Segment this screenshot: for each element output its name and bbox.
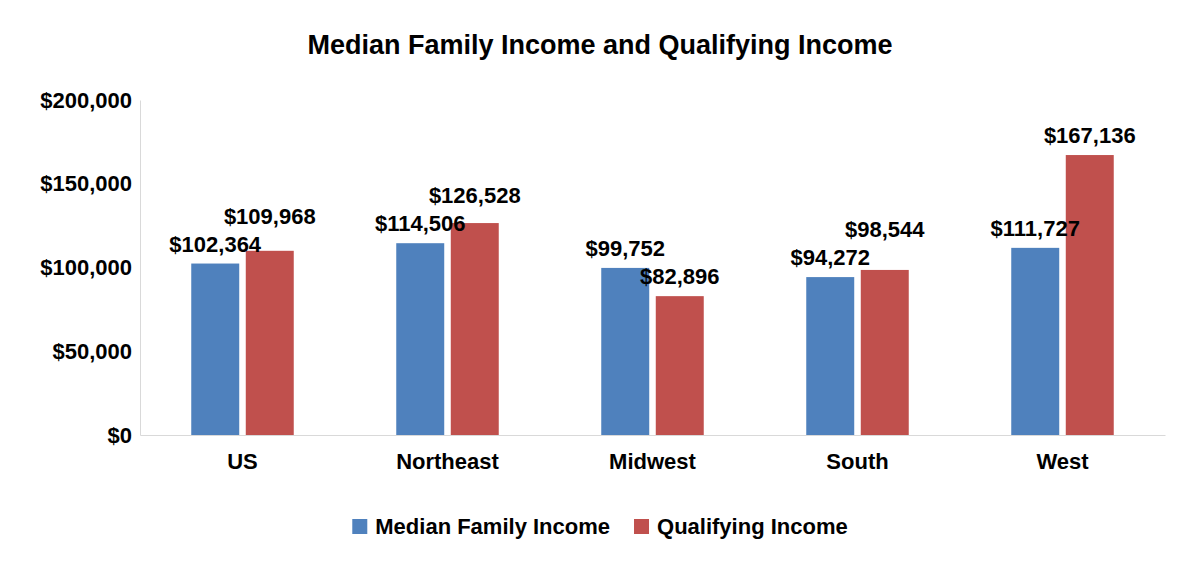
x-tick-label: Midwest [609, 449, 696, 474]
bar [246, 251, 294, 435]
y-tick-label: $50,000 [52, 339, 132, 364]
bar [451, 223, 499, 435]
x-tick: US [227, 449, 258, 474]
bar [656, 296, 704, 435]
bar [601, 268, 649, 435]
x-tick: South [826, 449, 888, 474]
bar [1011, 248, 1059, 435]
y-tick: $100,000 [40, 255, 140, 280]
y-tick: $150,000 [40, 171, 140, 196]
bar [861, 270, 909, 435]
x-axis-line [141, 435, 1166, 436]
x-tick-label: Northeast [396, 449, 499, 474]
data-label: $114,506 [375, 211, 466, 236]
data-label: $98,544 [845, 217, 925, 242]
y-tick: $0 [108, 423, 140, 448]
bar [191, 264, 239, 435]
y-tick-label: $150,000 [40, 171, 132, 196]
legend-item: Qualifying Income [634, 514, 848, 539]
x-axis: US Northeast Midwest South West [141, 436, 1166, 474]
data-label: $94,272 [790, 245, 870, 270]
y-tick: $200,000 [40, 88, 140, 113]
x-tick: Northeast [396, 449, 499, 474]
bars [191, 155, 1114, 435]
legend-item: Median Family Income [352, 514, 610, 539]
legend-swatch [352, 519, 367, 534]
x-tick-label: West [1036, 449, 1089, 474]
x-tick: Midwest [609, 449, 696, 474]
legend-label: Qualifying Income [657, 514, 848, 539]
y-axis-line [140, 101, 141, 436]
data-label: $111,727 [991, 216, 1080, 241]
bar [806, 277, 854, 435]
y-tick: $50,000 [52, 339, 140, 364]
legend-label: Median Family Income [375, 514, 610, 539]
title: Median Family Income and Qualifying Inco… [307, 30, 892, 60]
data-label: $126,528 [429, 183, 521, 208]
data-label: $82,896 [640, 264, 720, 289]
x-tick-label: South [826, 449, 888, 474]
data-labels: $102,364 $109,968 $114,506 $126,528 $99,752 $… [169, 123, 1135, 289]
data-label: $167,136 [1044, 123, 1136, 148]
legend-swatch [634, 519, 649, 534]
bar [396, 243, 444, 435]
y-axis: $0 $50,000 $100,000 $150,000 $200,000 [40, 88, 140, 448]
data-label: $99,752 [585, 236, 665, 261]
bar [1066, 155, 1114, 435]
legend: Median Family Income Qualifying Income [352, 514, 847, 539]
chart: Median Family Income and Qualifying Inco… [0, 0, 1200, 579]
y-tick-label: $0 [108, 423, 132, 448]
x-tick-label: US [227, 449, 258, 474]
data-label: $109,968 [224, 204, 316, 229]
data-label: $102,364 [169, 232, 262, 257]
x-tick: West [1036, 449, 1089, 474]
y-tick-label: $200,000 [40, 88, 132, 113]
y-tick-label: $100,000 [40, 255, 132, 280]
